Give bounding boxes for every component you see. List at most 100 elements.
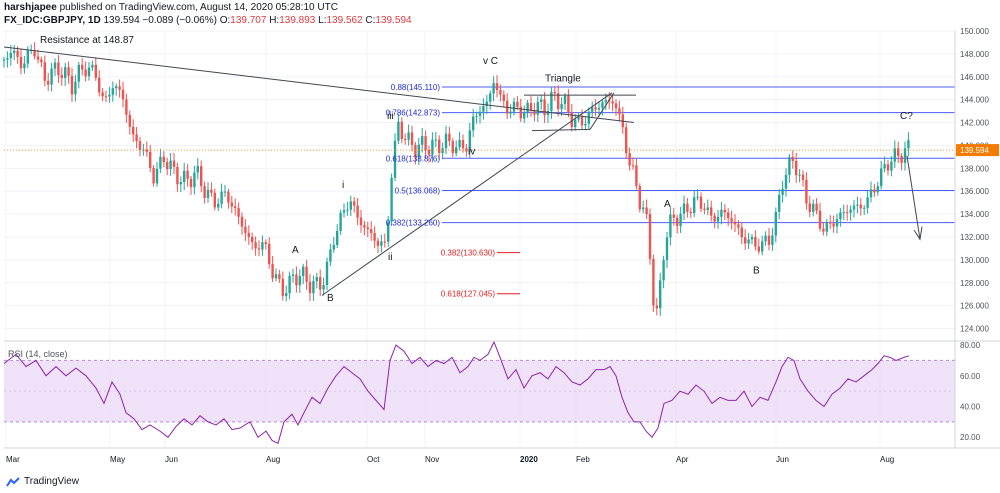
candle xyxy=(162,156,165,163)
candle xyxy=(591,107,594,112)
tradingview-logo[interactable]: TradingView xyxy=(6,476,79,487)
x-tick-label: Jun xyxy=(776,455,789,464)
candle xyxy=(152,167,155,184)
candle xyxy=(472,116,475,131)
candle xyxy=(815,203,818,211)
candle xyxy=(652,258,655,306)
candle xyxy=(516,101,519,107)
candle xyxy=(563,95,567,104)
candle xyxy=(801,174,805,180)
candle xyxy=(227,191,230,203)
candle xyxy=(373,233,376,241)
candle xyxy=(669,214,672,238)
candle xyxy=(342,210,346,213)
candle xyxy=(655,305,658,309)
candle xyxy=(43,62,46,81)
candle xyxy=(492,83,495,94)
candle xyxy=(98,77,101,93)
x-tick-label: May xyxy=(110,455,125,464)
candle xyxy=(560,103,563,110)
support-trendline xyxy=(321,92,613,296)
candle xyxy=(672,214,675,218)
candle xyxy=(115,86,118,89)
candle xyxy=(665,237,669,261)
candle xyxy=(852,205,856,210)
y-tick-label: 132.000 xyxy=(960,233,989,242)
candle xyxy=(546,111,550,115)
candle xyxy=(533,110,536,115)
candle xyxy=(380,241,383,246)
candle xyxy=(659,280,662,309)
rsi-line xyxy=(3,340,910,445)
footer: TradingView xyxy=(0,470,1000,493)
candle xyxy=(713,215,716,222)
resistance-label: Resistance at 148.87 xyxy=(40,35,134,46)
candle xyxy=(23,63,26,69)
candle xyxy=(108,94,111,97)
candle xyxy=(322,285,325,290)
candle xyxy=(468,130,471,152)
candle xyxy=(903,148,907,163)
candle xyxy=(604,100,607,103)
candle xyxy=(155,168,159,184)
wave-label: A xyxy=(292,245,299,256)
candle xyxy=(696,196,699,198)
candle xyxy=(370,229,373,234)
candle xyxy=(699,196,703,209)
projection-arrow-line xyxy=(906,155,921,240)
candle xyxy=(336,230,339,245)
candle xyxy=(230,202,233,207)
close-value: 139.594 xyxy=(375,15,412,26)
candle xyxy=(478,111,482,116)
candle xyxy=(781,188,784,195)
low-value: 139.562 xyxy=(326,15,363,26)
candle xyxy=(291,274,295,276)
candle xyxy=(19,56,23,69)
candle xyxy=(254,242,257,249)
candle xyxy=(213,192,216,208)
candle xyxy=(907,140,910,149)
price-change: −0.089 (−0.06%) xyxy=(142,15,217,26)
current-price-tag xyxy=(956,144,999,157)
candle xyxy=(387,221,390,242)
candle xyxy=(70,75,74,95)
candle xyxy=(434,139,437,141)
candle xyxy=(64,67,67,78)
candle xyxy=(897,148,900,156)
candle xyxy=(427,149,431,155)
y-tick-label: 148.000 xyxy=(960,50,989,59)
candle xyxy=(285,293,288,296)
red-level-label: 0.382(130.630) xyxy=(441,249,496,258)
candle xyxy=(553,91,556,94)
candle xyxy=(308,281,312,294)
y-tick-label: 138.000 xyxy=(960,164,989,173)
candle xyxy=(883,164,886,169)
candle xyxy=(594,107,597,110)
red-level-label: 0.618(127.045) xyxy=(441,290,496,299)
wave-label: B xyxy=(753,266,760,277)
low-label: L: xyxy=(318,15,327,26)
candle xyxy=(835,219,839,227)
candle xyxy=(132,126,135,135)
candle xyxy=(315,277,318,282)
candle xyxy=(383,241,386,243)
symbol-label[interactable]: FX_IDC:GBPJPY, 1D xyxy=(4,15,101,26)
candle xyxy=(740,227,743,238)
candle xyxy=(495,83,499,91)
rsi-y-tick-label: 40.00 xyxy=(960,403,981,412)
candle xyxy=(451,141,454,154)
candle xyxy=(601,102,604,108)
candle xyxy=(172,160,176,167)
candle xyxy=(400,121,403,140)
candle xyxy=(744,237,747,244)
drawings xyxy=(3,46,955,296)
candle xyxy=(628,153,631,166)
candle xyxy=(138,141,142,150)
publisher-name[interactable]: harshjapee xyxy=(4,2,57,13)
candle xyxy=(716,216,720,222)
candle xyxy=(404,139,407,141)
x-tick-label: 2020 xyxy=(520,455,538,464)
candle xyxy=(325,261,329,286)
candle xyxy=(166,162,169,170)
candle xyxy=(876,186,879,193)
